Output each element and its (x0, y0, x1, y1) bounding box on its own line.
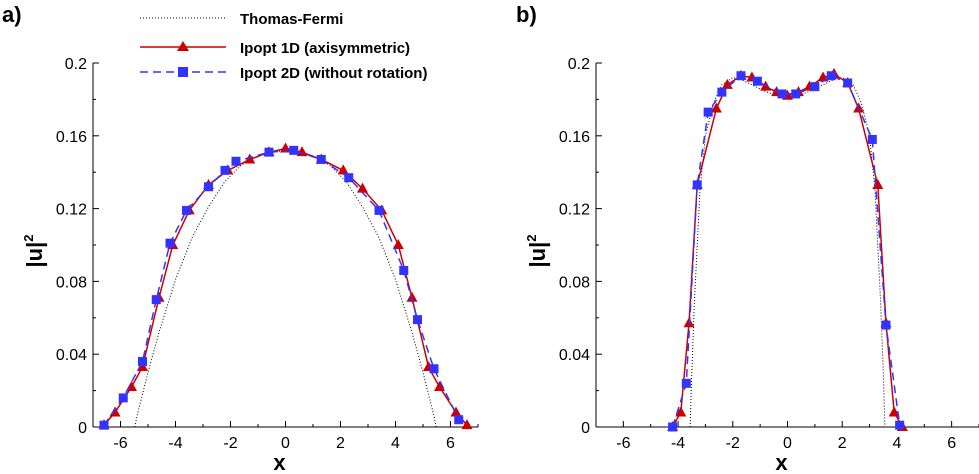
x-tick-label: 0 (783, 435, 792, 452)
y-tick-label: 0.12 (559, 202, 590, 219)
data-point-square (703, 107, 713, 117)
data-point-square (826, 71, 836, 81)
data-point-triangle (296, 146, 308, 157)
data-point-square (668, 422, 678, 432)
x-tick-label: 0 (281, 435, 290, 452)
chart-panel-b: -6 -4 -2 0 2 4 6 0 0.04 0.08 0.12 0.16 0.2 x |u|2 (524, 56, 979, 474)
data-point-square (736, 71, 746, 81)
data-point-square (881, 320, 891, 330)
x-tick-label: 4 (391, 435, 400, 452)
data-point-triangle (888, 406, 900, 417)
data-point-square (138, 356, 147, 366)
panel-label-a: a) (2, 2, 22, 27)
x-tick-label: -4 (671, 435, 685, 452)
legend-label-thomas-fermi: Thomas-Fermi (240, 11, 343, 28)
data-point-square (895, 420, 905, 430)
data-point-triangle (244, 153, 256, 164)
data-point-triangle (872, 178, 884, 189)
data-point-triangle (337, 164, 349, 175)
legend-item-ipopt-2d: Ipopt 2D (without rotation) (140, 65, 427, 82)
series-line-thomas-fermi (689, 77, 886, 428)
data-point-triangle (357, 182, 368, 193)
data-point-square (399, 265, 409, 275)
chart-panel-a: -6 -4 -2 0 2 4 6 0 0.04 0.08 0.12 0.16 0.2 x |u|2 (21, 56, 479, 474)
data-point-square (220, 165, 230, 175)
data-point-square (717, 87, 727, 97)
data-point-square (374, 205, 384, 215)
data-point-triangle (675, 406, 687, 417)
x-tick-label: -2 (726, 435, 740, 452)
y-axis-title: |u|2 (21, 235, 47, 268)
series-line-ipopt-2d-without-rotation (103, 149, 460, 426)
data-point-square (231, 156, 241, 166)
data-point-square (752, 76, 762, 86)
legend-label-ipopt-2d: Ipopt 2D (without rotation) (240, 65, 427, 82)
x-tick-label: -6 (616, 435, 630, 452)
data-point-square (681, 378, 691, 388)
data-point-triangle (280, 142, 291, 153)
x-tick-label: -4 (168, 435, 182, 452)
data-point-square (204, 182, 213, 192)
legend: Thomas-Fermi Ipopt 1D (axisymmetric) Ipo… (140, 11, 427, 82)
y-tick-label: 0.2 (65, 56, 87, 73)
data-point-triangle (721, 78, 733, 89)
x-tick-label: 6 (947, 435, 956, 452)
y-tick-label: 0.12 (56, 202, 87, 219)
x-tick-label: 4 (892, 435, 901, 452)
series-line-ipopt-1d-axisymmetric (671, 73, 904, 428)
data-point-square (413, 315, 422, 325)
y-tick-label: 0.08 (56, 274, 87, 291)
series-line-thomas-fermi (134, 149, 437, 428)
x-tick-label: 2 (838, 435, 847, 452)
data-point-triangle (434, 380, 445, 391)
data-point-square (344, 173, 354, 183)
data-point-square (791, 89, 801, 99)
data-point-triangle (392, 239, 404, 249)
data-point-square (316, 154, 326, 164)
data-point-square (99, 420, 109, 430)
data-point-triangle (109, 406, 121, 417)
legend-marker-square (178, 67, 188, 77)
data-point-triangle (710, 102, 722, 113)
data-point-square (454, 415, 464, 425)
data-point-square (182, 205, 191, 215)
data-point-square (810, 82, 820, 92)
y-tick-label: 0.16 (559, 129, 590, 146)
legend-label-ipopt-1d: Ipopt 1D (axisymmetric) (240, 40, 410, 57)
x-tick-label: -6 (113, 435, 127, 452)
y-axis-title: |u|2 (524, 235, 550, 268)
data-point-square (118, 393, 128, 403)
legend-item-ipopt-1d: Ipopt 1D (axisymmetric) (140, 40, 410, 57)
x-axis-title: x (273, 450, 286, 474)
y-tick-label: 0.16 (56, 129, 87, 146)
data-point-square (264, 147, 274, 157)
series-line-ipopt-2d-without-rotation (671, 74, 901, 428)
series-line-ipopt-1d-axisymmetric (103, 147, 468, 426)
y-tick-label: 0.04 (559, 347, 590, 364)
panel-label-b: b) (516, 2, 537, 27)
data-point-square (429, 364, 439, 374)
legend-item-thomas-fermi: Thomas-Fermi (140, 11, 343, 28)
y-tick-label: 0 (78, 420, 87, 437)
data-point-triangle (406, 291, 418, 302)
x-tick-label: -2 (223, 435, 237, 452)
y-tick-label: 0.2 (568, 56, 590, 73)
data-point-square (692, 180, 702, 190)
x-tick-label: 2 (336, 435, 345, 452)
data-point-square (289, 145, 299, 155)
x-tick-label: 6 (446, 435, 455, 452)
x-axis-title: x (775, 450, 788, 474)
data-point-triangle (450, 406, 462, 417)
data-point-square (777, 89, 787, 99)
data-point-square (165, 238, 175, 248)
data-point-triangle (461, 419, 473, 430)
data-point-square (151, 295, 161, 305)
data-point-square (843, 78, 853, 88)
y-tick-label: 0.04 (56, 347, 87, 364)
data-point-square (867, 134, 877, 144)
y-tick-label: 0 (581, 420, 590, 437)
y-tick-label: 0.08 (559, 274, 590, 291)
legend-marker-triangle (177, 41, 189, 51)
